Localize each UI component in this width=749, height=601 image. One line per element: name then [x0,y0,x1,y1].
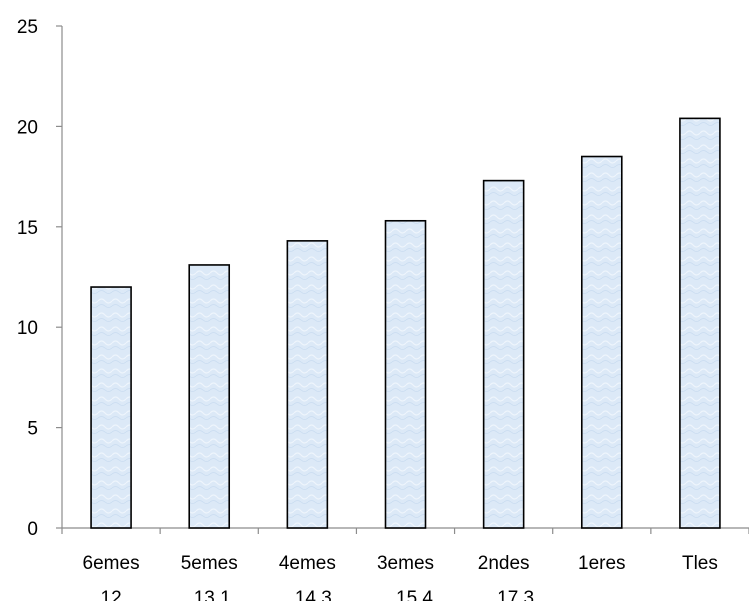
data-labels: 12 13.1 14.3 15.4 17.3 [101,588,535,601]
bar-Tles [679,117,721,529]
y-tick-label: 5 [27,419,38,440]
x-category-label: 1eres [578,553,626,574]
x-category-label: 4emes [279,553,336,574]
data-label: 13.1 [194,588,231,601]
bar-1eres [580,155,623,529]
bar-6emes [90,286,132,529]
x-axis [61,527,749,534]
y-axis: 0 5 10 15 20 25 [17,17,63,540]
x-category-label: Tles [682,553,718,574]
data-label: 15.4 [396,588,433,601]
bar-4emes [286,240,329,529]
y-tick-label: 15 [17,218,38,239]
x-category-label: 5emes [181,553,238,574]
data-label: 14.3 [295,588,332,601]
x-category-label: 3emes [377,553,434,574]
bar-2ndes [482,179,525,529]
y-tick-label: 10 [17,318,38,339]
x-category-label: 6emes [83,553,140,574]
bar-5emes [188,264,231,529]
y-tick-label: 25 [17,17,38,38]
x-category-label: 2ndes [478,553,530,574]
data-label: 12 [101,588,122,601]
bar-3emes [384,219,427,529]
y-tick-label: 20 [17,117,38,138]
category-labels: 6emes 5emes 4emes 3emes 2ndes 1eres Tles [83,553,718,574]
data-label: 17.3 [497,588,534,601]
bars [90,117,721,529]
y-tick-label: 0 [27,519,38,540]
